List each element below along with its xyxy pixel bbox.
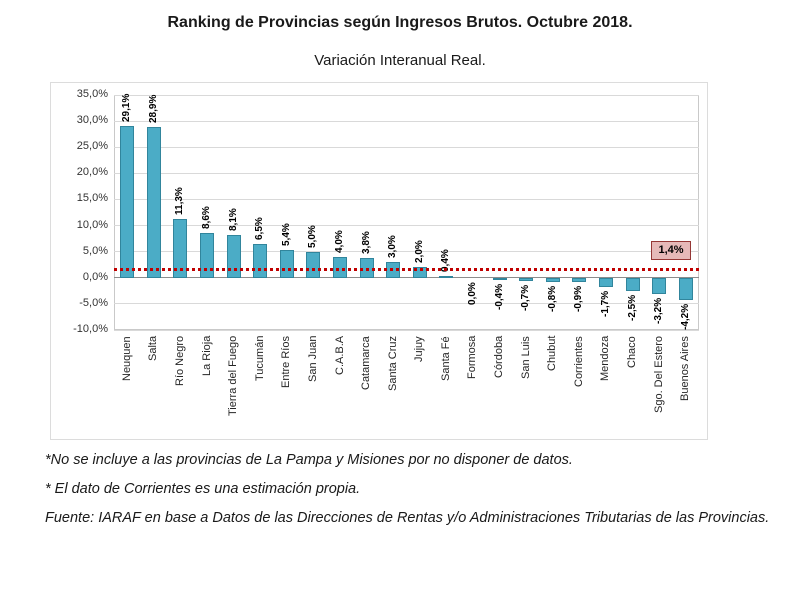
y-tick-label: 10,0% xyxy=(76,218,108,231)
bar-value-label: -0,8% xyxy=(546,285,558,312)
y-tick-label: 0,0% xyxy=(82,270,108,283)
gridline xyxy=(114,198,699,200)
bar xyxy=(519,277,534,282)
category-label: Neuquen xyxy=(120,336,133,381)
bar xyxy=(173,218,188,278)
bar-value-label: 5,4% xyxy=(280,222,292,246)
bar xyxy=(598,277,613,287)
category-label: Sgo. Del Estero xyxy=(652,335,665,413)
category-label: Chubut xyxy=(546,335,559,371)
bar-value-label: -2,5% xyxy=(626,294,638,321)
zero-axis-line xyxy=(114,277,699,279)
category-label: Santa Cruz xyxy=(386,335,399,391)
category-label: C.A.B.A xyxy=(333,335,346,375)
bar-value-label: 4,0% xyxy=(334,230,346,253)
gridline xyxy=(114,172,699,174)
bar-value-label: 0,0% xyxy=(466,281,478,305)
y-tick-label: 35,0% xyxy=(76,88,108,100)
reference-line-label: 1,4% xyxy=(651,241,691,261)
category-label: San Luis xyxy=(519,336,532,379)
y-tick-label: 15,0% xyxy=(76,192,108,205)
bar-value-label: 2,0% xyxy=(413,240,425,264)
bar-value-label: -1,7% xyxy=(599,290,611,317)
bar-value-label: 3,0% xyxy=(387,235,399,259)
y-tick-label: -10,0% xyxy=(73,323,108,335)
bar-value-label: 5,0% xyxy=(307,224,319,248)
bar xyxy=(625,277,640,291)
bar xyxy=(226,235,241,278)
footnotes: *No se incluye a las provincias de La Pa… xyxy=(45,452,770,539)
bar xyxy=(200,232,215,278)
y-tick-label: -5,0% xyxy=(79,296,108,309)
category-label: Salta xyxy=(147,335,160,361)
category-label: Chaco xyxy=(626,336,639,368)
gridline xyxy=(114,120,699,122)
category-label: Catamarca xyxy=(360,336,373,390)
category-label: Jujuy xyxy=(413,336,426,362)
category-label: Buenos Aires xyxy=(679,336,692,401)
bar-value-label: 6,5% xyxy=(254,217,266,240)
chart-title: Ranking de Provincias según Ingresos Bru… xyxy=(167,14,633,31)
category-label: Córdoba xyxy=(493,335,506,378)
y-tick-label: 25,0% xyxy=(76,140,108,153)
bar-value-label: 11,3% xyxy=(174,186,186,215)
gridline xyxy=(114,329,699,331)
category-label: Mendoza xyxy=(599,335,612,381)
gridline xyxy=(114,251,699,253)
category-label: Río Negro xyxy=(173,335,186,386)
bar xyxy=(572,277,587,283)
bar xyxy=(120,125,135,278)
bar-value-label: 8,6% xyxy=(201,206,213,229)
bar-value-label: 28,9% xyxy=(147,94,159,123)
bar-value-label: 8,1% xyxy=(227,208,239,232)
bar-value-label: -4,2% xyxy=(679,303,691,330)
reference-line xyxy=(114,268,699,272)
category-label: Corrientes xyxy=(572,336,585,387)
category-label: Santa Fé xyxy=(439,336,452,381)
bar-value-label: -3,2% xyxy=(653,298,665,325)
y-tick-label: 5,0% xyxy=(82,244,108,257)
y-tick-label: 20,0% xyxy=(76,166,108,179)
bar xyxy=(545,277,560,282)
category-label: Tucumán xyxy=(253,335,266,381)
bar xyxy=(279,249,294,278)
gridline xyxy=(114,146,699,148)
bar xyxy=(492,277,507,280)
bar xyxy=(306,251,321,278)
footnote-corrientes: * El dato de Corrientes es una estimació… xyxy=(45,481,361,497)
category-label: Formosa xyxy=(466,335,479,379)
footnote-no-data: *No se incluye a las provincias de La Pa… xyxy=(45,452,573,468)
bar xyxy=(146,126,161,278)
category-label: San Juan xyxy=(306,335,319,382)
bar xyxy=(253,243,268,278)
gridline xyxy=(114,225,699,227)
gridline xyxy=(114,303,699,305)
gridline xyxy=(114,94,699,96)
bar-value-label: -0,4% xyxy=(493,283,505,310)
bar xyxy=(652,277,667,295)
bar-value-label: 29,1% xyxy=(121,93,133,122)
y-tick-label: 30,0% xyxy=(76,114,108,127)
bar xyxy=(412,267,427,278)
footnote-source: Fuente: IARAF en base a Datos de las Dir… xyxy=(45,510,770,526)
bar-value-label: 3,8% xyxy=(360,231,372,254)
category-label: Tierra del Fuego xyxy=(227,335,240,416)
bar-value-label: -0,9% xyxy=(573,286,585,313)
category-label: Entre Ríos xyxy=(280,336,293,388)
chart-subtitle: Variación Interanual Real. xyxy=(314,52,486,69)
bar xyxy=(333,256,348,278)
bar xyxy=(359,257,374,278)
bar xyxy=(439,275,454,278)
bar-chart: 35,0% 30,0% 25,0% 20,0% 15,0% 10,0% 5,0% 0,0% -5… xyxy=(50,82,708,440)
category-label: La Rioja xyxy=(200,335,213,376)
bar xyxy=(678,277,693,300)
bar-value-label: -0,7% xyxy=(520,285,532,312)
